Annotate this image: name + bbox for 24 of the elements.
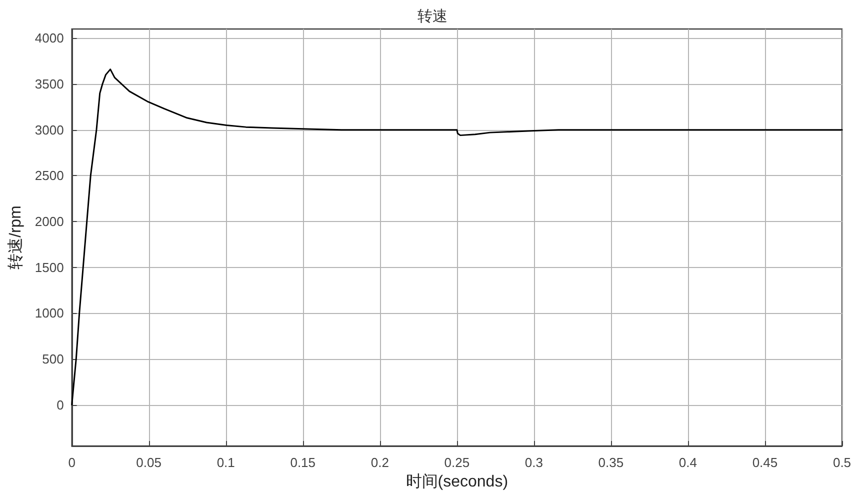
x-tick-label: 0.2 [370,455,389,470]
y-tick-label: 4000 [34,30,64,46]
y-tick-label: 0 [56,397,64,412]
chart-title: 转速 [418,8,448,25]
y-tick-label: 500 [42,351,64,366]
y-axis-title: 转速/rpm [6,206,24,270]
y-tick-label: 3500 [34,76,64,92]
x-tick-label: 0.25 [444,455,470,470]
line-series [71,68,843,406]
y-tick-label: 1000 [34,306,64,321]
y-tick-label: 2500 [34,168,64,184]
x-tick-label: 0.45 [752,455,778,470]
y-tick-label: 3000 [34,122,64,138]
x-tick-label: 0.35 [598,455,624,470]
x-tick-label: 0.4 [678,455,698,470]
x-tick-label: 0.15 [290,455,316,470]
y-tick-label: 1500 [34,260,64,275]
x-tick-label: 0.05 [136,455,162,470]
y-tick-label: 2000 [34,214,64,229]
x-axis-title: 时间(seconds) [406,472,508,490]
x-tick-label: 0 [68,455,76,470]
x-tick-label: 0.3 [524,455,543,470]
x-tick-label: 0.5 [832,455,852,470]
x-tick-label: 0.1 [216,455,235,470]
